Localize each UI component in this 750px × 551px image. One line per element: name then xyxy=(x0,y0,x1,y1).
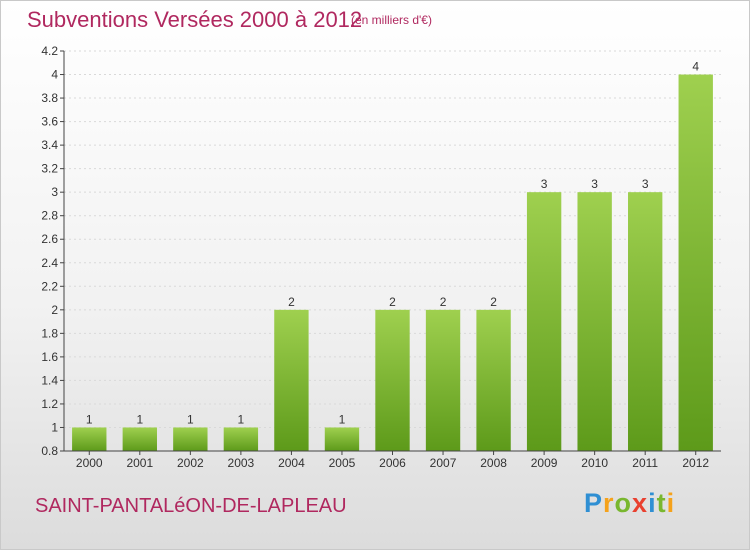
bar-2009 xyxy=(526,192,562,452)
y-tick-label: 2.2 xyxy=(41,279,58,293)
logo-letter: t xyxy=(656,488,667,518)
data-label: 1 xyxy=(187,412,194,426)
y-tick-label: 3.6 xyxy=(41,115,58,129)
logo-letter: i xyxy=(648,488,657,518)
data-label: 2 xyxy=(288,295,295,309)
y-tick-label: 2.4 xyxy=(41,256,58,270)
y-tick-label: 2.6 xyxy=(41,232,58,246)
y-tick-label: 0.8 xyxy=(41,444,58,458)
data-label: 4 xyxy=(692,60,699,74)
y-tick-label: 3.4 xyxy=(41,138,58,152)
data-label: 2 xyxy=(490,295,497,309)
x-tick-label: 2006 xyxy=(379,456,406,470)
bar-2005 xyxy=(324,427,360,451)
data-label: 1 xyxy=(238,412,245,426)
bar-2006 xyxy=(375,309,410,451)
bar-2008 xyxy=(476,309,511,451)
x-tick-label: 2009 xyxy=(531,456,558,470)
logo-letter: i xyxy=(666,488,676,518)
x-tick-label: 2012 xyxy=(682,456,709,470)
x-tick-label: 2001 xyxy=(126,456,153,470)
bar-2001 xyxy=(122,427,157,451)
x-tick-label: 2004 xyxy=(278,456,305,470)
x-tick-label: 2008 xyxy=(480,456,507,470)
data-label: 2 xyxy=(389,295,396,309)
y-tick-label: 1.4 xyxy=(41,373,58,387)
x-tick-label: 2002 xyxy=(177,456,204,470)
bar-2000 xyxy=(72,427,107,451)
y-tick-labels: 0.8 1 1.2 1.4 1.6 1.8 2 2.2 2.4 2.6 2.8 3 3.2 3.4 3.6 3… xyxy=(41,44,58,458)
logo-letter: o xyxy=(614,488,633,518)
data-labels: 1 1 1 1 2 1 2 2 2 3 3 3 4 xyxy=(86,60,699,427)
commune-name: SAINT-PANTALéON-DE-LAPLEAU xyxy=(35,495,347,517)
y-tick-label: 1 xyxy=(51,420,58,434)
data-label: 2 xyxy=(440,295,447,309)
y-tick-label: 4.2 xyxy=(41,44,58,58)
logo-letter: r xyxy=(603,488,615,518)
y-tick-label: 3.8 xyxy=(41,91,58,105)
y-tick-label: 3.2 xyxy=(41,162,58,176)
bar-2002 xyxy=(173,427,208,451)
y-tick-label: 3 xyxy=(51,185,58,199)
proxiti-logo: Proxiti xyxy=(584,488,675,519)
chart-title: Subventions Versées 2000 à 2012 xyxy=(27,7,363,32)
axes xyxy=(60,50,721,455)
y-tick-label: 2 xyxy=(51,303,58,317)
data-label: 1 xyxy=(86,412,93,426)
x-tick-label: 2011 xyxy=(632,456,658,470)
data-label: 3 xyxy=(642,177,649,191)
x-tick-labels: 2000 2001 2002 2003 2004 2005 2006 2007 2008 2009… xyxy=(76,456,709,470)
y-tick-label: 2.8 xyxy=(41,209,58,223)
x-tick-label: 2010 xyxy=(581,456,608,470)
data-label: 3 xyxy=(541,177,548,191)
y-tick-label: 1.2 xyxy=(41,397,58,411)
bar-2003 xyxy=(223,427,259,451)
data-label: 1 xyxy=(339,412,346,426)
bars xyxy=(72,74,713,452)
bar-2007 xyxy=(425,309,461,451)
x-tick-label: 2007 xyxy=(430,456,457,470)
x-tick-label: 2003 xyxy=(228,456,255,470)
y-tick-label: 4 xyxy=(51,68,58,82)
data-label: 1 xyxy=(136,412,143,426)
y-tick-label: 1.6 xyxy=(41,350,58,364)
bar-2010 xyxy=(577,192,612,452)
logo-letter: x xyxy=(632,488,649,518)
x-tick-label: 2000 xyxy=(76,456,103,470)
bar-2004 xyxy=(274,309,309,451)
x-tick-label: 2005 xyxy=(329,456,356,470)
y-tick-label: 1.8 xyxy=(41,326,58,340)
bar-2011 xyxy=(628,192,663,452)
data-label: 3 xyxy=(591,177,598,191)
chart-subtitle: (en milliers d'€) xyxy=(351,13,432,27)
logo-letter: P xyxy=(584,488,604,518)
bar-2012 xyxy=(678,74,713,451)
